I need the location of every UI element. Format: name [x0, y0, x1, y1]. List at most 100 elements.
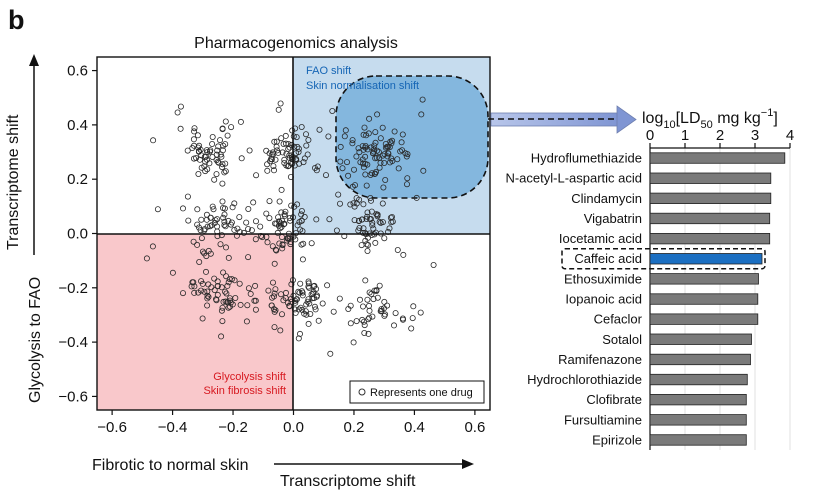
drug-point [364, 247, 371, 254]
bar-7 [649, 293, 759, 305]
drug-point [282, 132, 289, 139]
drug-point [190, 155, 197, 162]
drug-point [277, 327, 284, 334]
drug-point [209, 140, 216, 147]
drug-point [272, 246, 279, 253]
drug-point [349, 137, 356, 144]
drug-point [270, 167, 277, 174]
drug-point [214, 147, 221, 154]
drug-point [366, 115, 373, 122]
drug-point [217, 241, 224, 248]
drug-point [325, 133, 332, 140]
drug-point [237, 301, 244, 308]
drug-point [356, 149, 363, 156]
drug-point [217, 151, 224, 158]
drug-point [355, 227, 362, 234]
fao-shift-label: FAO shift [306, 65, 351, 77]
drug-point [220, 269, 227, 276]
drug-point [213, 157, 220, 164]
drug-point [212, 296, 219, 303]
drug-point [356, 296, 363, 303]
drug-point [253, 172, 260, 179]
drug-point [247, 290, 254, 297]
bar-chart: 0 1 2 3 4 Hydroflumethiazide N-acetyl-L-aspart… [505, 127, 794, 450]
drug-point [366, 314, 373, 321]
drug-point [376, 282, 383, 289]
drug-point [394, 246, 401, 253]
drug-point [207, 250, 214, 257]
drug-point [195, 289, 202, 296]
drug-point [277, 291, 284, 298]
drug-point [308, 240, 315, 247]
drug-point [366, 215, 373, 222]
drug-point [269, 279, 276, 286]
drug-point [390, 322, 397, 329]
x-tick-label: 0.6 [464, 419, 485, 436]
drug-point [149, 243, 156, 250]
drug-point [143, 255, 150, 262]
drug-point [363, 182, 370, 189]
drug-point [274, 147, 281, 154]
drug-point [190, 238, 197, 245]
drug-point [271, 290, 278, 297]
drug-point [266, 198, 273, 205]
bar-category-label: Clofibrate [586, 392, 642, 407]
drug-point [275, 106, 282, 113]
x-axis-arrowhead [462, 459, 474, 469]
drug-point [272, 286, 279, 293]
drug-point [305, 136, 312, 143]
drug-point [265, 287, 272, 294]
drug-point [362, 144, 369, 151]
drug-point [304, 298, 311, 305]
drug-point [294, 222, 301, 229]
drug-point [288, 152, 295, 159]
drug-point [386, 225, 393, 232]
drug-point [209, 133, 216, 140]
drug-point [201, 288, 208, 295]
drug-point [365, 130, 372, 137]
drug-point [220, 142, 227, 149]
drug-point [355, 217, 362, 224]
drug-point [221, 205, 228, 212]
drug-point [237, 118, 244, 125]
drug-point [350, 339, 357, 346]
drug-point [382, 140, 389, 147]
drug-point [343, 159, 350, 166]
drug-point [311, 282, 318, 289]
drug-point [179, 205, 186, 212]
drug-point [303, 142, 310, 149]
drug-point [315, 317, 322, 324]
drug-point [385, 150, 392, 157]
drug-point [204, 295, 211, 302]
drug-point [362, 229, 369, 236]
drug-point [349, 140, 356, 147]
drug-point [194, 206, 201, 213]
bar-14 [649, 434, 747, 446]
drug-point [246, 147, 253, 154]
drug-point [293, 296, 300, 303]
drug-point [298, 211, 305, 218]
x-tick-label: 0.0 [283, 419, 304, 436]
drug-point [298, 217, 305, 224]
y-axis-title-top: Transcriptome shift [5, 114, 22, 250]
y-axis-title-bottom: Glycolysis to FAO [27, 277, 44, 403]
drug-point [268, 302, 275, 309]
drug-point [371, 287, 378, 294]
drug-point [219, 180, 226, 187]
bar-tick-label: 3 [751, 127, 759, 144]
drug-point [252, 306, 259, 313]
drug-point [212, 217, 219, 224]
drug-point [329, 108, 336, 115]
drug-point [223, 273, 230, 280]
drug-point [238, 155, 245, 162]
drug-point [203, 253, 210, 260]
drug-point [231, 226, 238, 233]
drug-point [365, 330, 372, 337]
drug-point [379, 200, 386, 207]
drug-point [366, 307, 373, 314]
drug-point [295, 306, 302, 313]
drug-point [391, 128, 398, 135]
drug-point [359, 216, 366, 223]
drug-point [313, 167, 320, 174]
